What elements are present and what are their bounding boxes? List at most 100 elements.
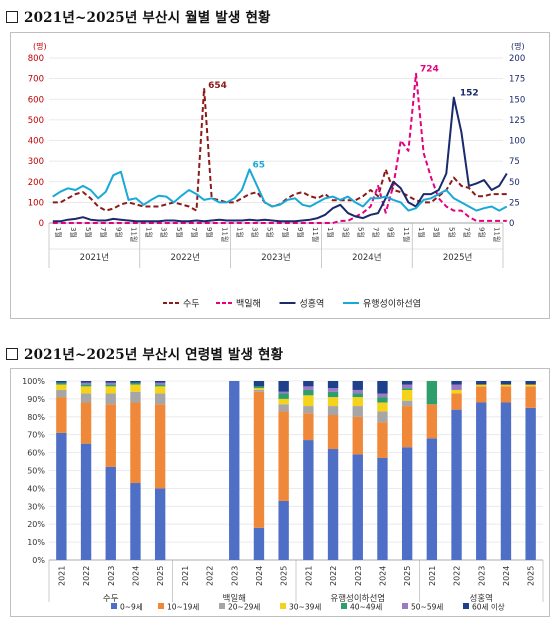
legend-item-10~19세: 10~19세	[158, 603, 199, 612]
x-month-label: 5월	[175, 227, 184, 238]
y-right-tick-label: 25	[509, 198, 520, 208]
bar-segment-60세 이상	[278, 381, 289, 392]
bar-segment-40~49세	[426, 381, 438, 405]
y-right-tick-label: 75	[509, 157, 520, 167]
y-tick-label: 20%	[27, 520, 45, 529]
bar-segment-40~49세	[278, 393, 289, 399]
bar-segment-30~39세	[278, 398, 289, 405]
x-category-label: 2021	[304, 566, 313, 586]
age-chart-panel: 0% 10% 20% 30% 40% 50% 60% 70% 80% 90% 100% 2021 202…	[10, 368, 550, 617]
bar-segment-40~49세	[105, 384, 116, 387]
section-title-monthly-text: 2021년~2025년 부산시 월별 발생 현황	[24, 10, 271, 26]
bar-segment-40~49세	[80, 384, 92, 387]
y-tick-label: 90%	[27, 395, 45, 404]
y-tick-label: 80%	[27, 413, 45, 422]
x-year-label: 2024년	[352, 252, 381, 263]
bar-segment-20~29세	[327, 406, 339, 416]
monthly-line-chart: (명) (명) 0 100 200 300 400 500 600 700 800 0 25 50 75 10…	[28, 41, 525, 310]
bar-segment-60세 이상	[105, 381, 116, 383]
y-right-tick-label: 100	[509, 137, 525, 147]
x-year-label: 2025년	[443, 252, 472, 263]
legend-item-30~39세: 30~39세	[280, 603, 321, 612]
bar-segment-50~59세	[352, 389, 363, 394]
bar-segment-0~9세	[426, 438, 438, 560]
x-category-label: 2022	[206, 566, 215, 586]
x-month-label: 1월	[54, 227, 63, 238]
x-category-label: 2023	[107, 566, 116, 586]
bar-segment-40~49세	[377, 397, 388, 403]
legend-label: 10~19세	[167, 603, 199, 612]
y-tick-label: 10%	[27, 538, 45, 547]
bar-segment-0~9세	[278, 500, 289, 560]
bar-segment-0~9세	[476, 402, 487, 560]
bar-segment-30~39세	[327, 397, 339, 407]
y-left-tick-label: 400	[28, 137, 44, 147]
legend-item-성홍역: 성홍역	[279, 298, 325, 310]
bar-segment-20~29세	[352, 406, 363, 417]
bar-segment-30~39세	[130, 384, 141, 392]
bar-segment-20~29세	[278, 404, 289, 412]
x-year-label: 2023년	[261, 252, 290, 263]
bar-segment-30~39세	[253, 388, 265, 390]
y-left-tick-label: 600	[28, 95, 44, 105]
x-month-label: 5월	[356, 227, 365, 238]
legend-swatch	[219, 603, 225, 609]
y-tick-label: 40%	[27, 484, 45, 493]
x-month-label: 9월	[387, 227, 396, 238]
legend-swatch	[111, 603, 117, 609]
bar-segment-0~9세	[451, 409, 462, 560]
legend-label: 20~29세	[228, 603, 260, 612]
legend-swatch	[158, 603, 164, 609]
x-month-label: 5월	[447, 227, 456, 238]
x-category-label: 2025	[527, 566, 536, 586]
bar-segment-50~59세	[451, 384, 462, 390]
legend-swatch	[463, 603, 469, 609]
x-month-label: 7월	[462, 227, 471, 238]
left-axis-unit: (명)	[33, 41, 47, 51]
bar-segment-10~19세	[253, 391, 265, 528]
bar-segment-30~39세	[401, 389, 413, 401]
bar-segment-20~29세	[56, 389, 67, 398]
bar-segment-20~29세	[130, 391, 141, 403]
series-line-성홍역	[52, 96, 508, 223]
right-axis-unit: (명)	[511, 41, 525, 51]
x-month-label: 1월	[417, 227, 426, 238]
x-month-label: 3월	[160, 227, 169, 238]
peak-annotation: 152	[460, 89, 479, 99]
bar-segment-0~9세	[327, 449, 339, 560]
x-month-label: 5월	[84, 227, 93, 238]
x-group-label: 성홍역	[470, 593, 493, 604]
y-left-tick-label: 200	[28, 178, 44, 188]
x-category-label: 2025	[280, 566, 289, 586]
y-tick-label: 30%	[27, 502, 45, 511]
bar-segment-0~9세	[154, 488, 166, 560]
x-month-label: 11월	[311, 227, 320, 242]
x-month-label: 9월	[205, 227, 214, 238]
legend-label: 수두	[183, 299, 200, 310]
legend-label: 성홍역	[300, 298, 325, 310]
bar-segment-30~39세	[377, 402, 388, 412]
legend-label: 50~59세	[411, 603, 443, 612]
age-stacked-bar-chart: 0% 10% 20% 30% 40% 50% 60% 70% 80% 90% 100% 2021 202…	[22, 377, 544, 612]
bar-segment-40~49세	[352, 393, 363, 398]
bar-segment-60세 이상	[500, 381, 512, 385]
x-month-label: 7월	[281, 227, 290, 238]
x-category-label: 2024	[255, 566, 264, 586]
bar-segment-40~49세	[327, 391, 339, 398]
x-month-label: 7월	[372, 227, 381, 238]
bar-segment-10~19세	[352, 416, 363, 455]
bar-segment-0~9세	[253, 527, 265, 560]
y-right-tick-label: 150	[509, 95, 525, 105]
bar-segment-20~29세	[303, 406, 314, 414]
x-month-label: 3월	[251, 227, 260, 238]
bar-segment-40~49세	[401, 388, 413, 390]
x-category-label: 2023	[477, 566, 486, 586]
x-month-label: 1월	[326, 227, 335, 238]
bar-segment-10~19세	[525, 386, 536, 408]
bar-segment-30~39세	[303, 395, 314, 407]
bar-segment-60세 이상	[154, 381, 166, 383]
legend-label: 60세 이상	[472, 602, 505, 612]
x-category-label: 2025	[156, 566, 165, 586]
x-category-label: 2024	[502, 566, 511, 586]
legend-item-20~29세: 20~29세	[219, 603, 260, 612]
